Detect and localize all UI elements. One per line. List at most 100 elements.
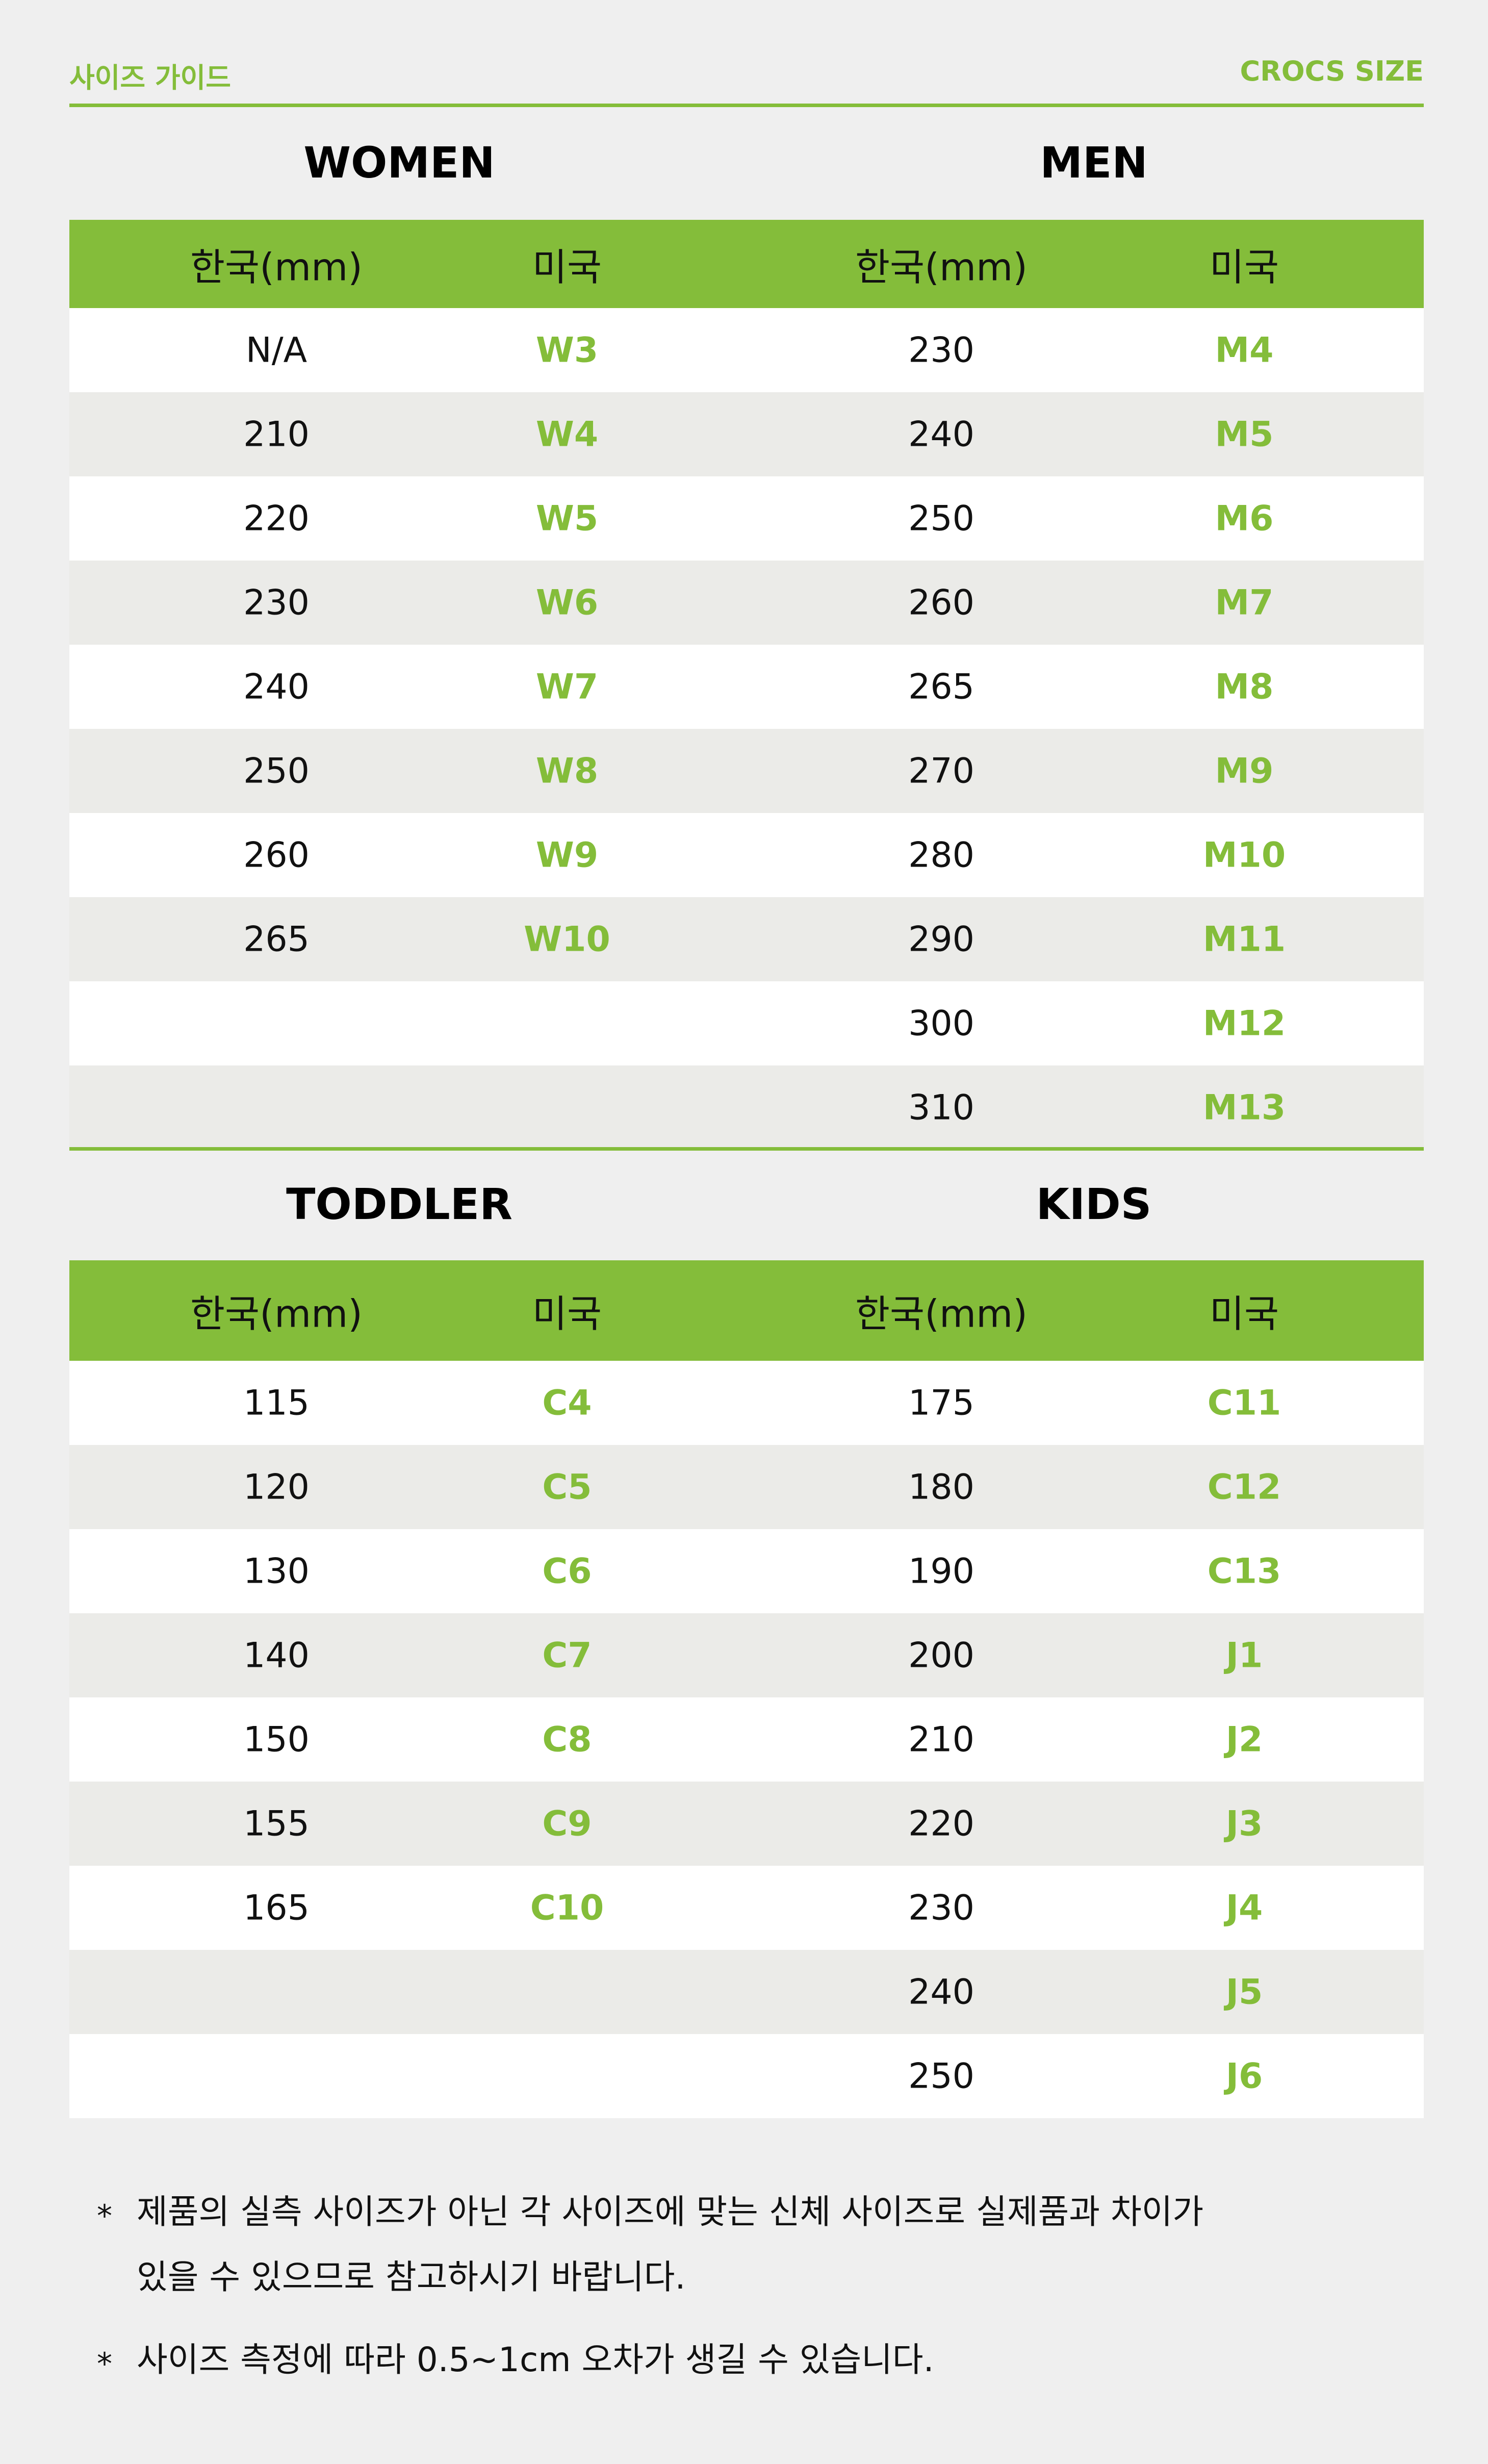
kids-us-size: J3 bbox=[1225, 1803, 1263, 1844]
col-korea-toddler: 한국(mm) bbox=[190, 1292, 363, 1336]
men-title: MEN bbox=[1040, 138, 1148, 188]
toddler-korea-size: 115 bbox=[243, 1383, 310, 1423]
kids-korea-size: 250 bbox=[908, 2056, 974, 2096]
toddler-us-size: C6 bbox=[542, 1551, 592, 1591]
adult-size-table: 한국(mm) 미국 한국(mm) 미국 N/A W3 230 M4 210 W4 240 M5… bbox=[69, 220, 1424, 1150]
toddler-us-size: C8 bbox=[542, 1719, 592, 1760]
table-row: 240 W7 265 M8 bbox=[69, 645, 1424, 729]
women-korea-size: N/A bbox=[245, 330, 307, 370]
table-row: 220 W5 250 M6 bbox=[69, 476, 1424, 561]
kids-us-size: J4 bbox=[1225, 1888, 1263, 1928]
table-row: 115 C4 175 C11 bbox=[69, 1361, 1424, 1445]
crocs-size-label: CROCS SIZE bbox=[1240, 55, 1424, 87]
toddler-korea-size: 120 bbox=[243, 1467, 310, 1507]
men-us-size: M11 bbox=[1202, 919, 1286, 959]
kids-korea-size: 175 bbox=[908, 1383, 974, 1423]
women-korea-size: 210 bbox=[243, 414, 310, 454]
women-korea-size: 260 bbox=[243, 835, 310, 875]
kids-us-size: C11 bbox=[1207, 1383, 1281, 1423]
note-2: 사이즈 측정에 따라 0.5~1cm 오차가 생길 수 있습니다. bbox=[137, 2340, 934, 2379]
women-us-size: W3 bbox=[535, 330, 599, 370]
men-korea-size: 260 bbox=[908, 582, 974, 623]
toddler-korea-size: 155 bbox=[243, 1803, 310, 1844]
men-korea-size: 290 bbox=[908, 919, 974, 959]
women-us-size: W10 bbox=[524, 919, 610, 959]
men-us-size: M13 bbox=[1202, 1087, 1286, 1128]
men-us-size: M10 bbox=[1202, 835, 1286, 875]
men-korea-size: 230 bbox=[908, 330, 974, 370]
table-row: 260 W9 280 M10 bbox=[69, 813, 1424, 897]
women-us-size: W4 bbox=[535, 414, 599, 454]
table-row: 250 W8 270 M9 bbox=[69, 729, 1424, 813]
women-title: WOMEN bbox=[303, 138, 495, 188]
kids-us-size: J1 bbox=[1225, 1635, 1263, 1675]
table-row: 130 C6 190 C13 bbox=[69, 1529, 1424, 1613]
toddler-us-size: C5 bbox=[542, 1467, 592, 1507]
note-1-line-2: 있을 수 있으므로 참고하시기 바랍니다. bbox=[137, 2257, 686, 2297]
men-us-size: M4 bbox=[1215, 330, 1274, 370]
table-row: 240 J5 bbox=[69, 1950, 1424, 2034]
table-row: 265 W10 290 M11 bbox=[69, 897, 1424, 981]
table-row: 300 M12 bbox=[69, 981, 1424, 1065]
toddler-us-size: C7 bbox=[542, 1635, 592, 1675]
toddler-korea-size: 130 bbox=[243, 1551, 310, 1591]
kids-title: KIDS bbox=[1036, 1179, 1152, 1229]
kids-us-size: C13 bbox=[1207, 1551, 1281, 1591]
men-us-size: M7 bbox=[1215, 582, 1274, 623]
men-korea-size: 265 bbox=[908, 667, 974, 707]
kids-korea-size: 190 bbox=[908, 1551, 974, 1591]
size-guide-label: 사이즈 가이드 bbox=[69, 62, 231, 94]
kids-korea-size: 220 bbox=[908, 1803, 974, 1844]
col-korea-kids: 한국(mm) bbox=[855, 1292, 1028, 1336]
col-us-men: 미국 bbox=[1209, 245, 1279, 289]
note-bullet: * bbox=[97, 2198, 112, 2234]
kids-korea-size: 200 bbox=[908, 1635, 974, 1675]
toddler-us-size: C9 bbox=[542, 1803, 592, 1844]
table-row: 165 C10 230 J4 bbox=[69, 1866, 1424, 1950]
table-row: 155 C9 220 J3 bbox=[69, 1782, 1424, 1866]
kids-korea-size: 210 bbox=[908, 1719, 974, 1760]
kids-korea-size: 180 bbox=[908, 1467, 974, 1507]
kids-us-size: C12 bbox=[1207, 1467, 1281, 1507]
women-us-size: W6 bbox=[535, 582, 599, 623]
men-korea-size: 270 bbox=[908, 751, 974, 791]
table-row: 140 C7 200 J1 bbox=[69, 1613, 1424, 1697]
kids-us-size: J2 bbox=[1225, 1719, 1263, 1760]
men-korea-size: 240 bbox=[908, 414, 974, 454]
toddler-korea-size: 150 bbox=[243, 1719, 310, 1760]
child-size-table: 한국(mm) 미국 한국(mm) 미국 115 C4 175 C11 120 C5 180 C… bbox=[69, 1260, 1424, 2118]
col-us-kids: 미국 bbox=[1209, 1292, 1279, 1336]
toddler-korea-size: 140 bbox=[243, 1635, 310, 1675]
toddler-us-size: C4 bbox=[542, 1383, 592, 1423]
women-korea-size: 250 bbox=[243, 751, 310, 791]
kids-korea-size: 230 bbox=[908, 1888, 974, 1928]
women-us-size: W8 bbox=[535, 751, 599, 791]
men-us-size: M6 bbox=[1215, 498, 1274, 539]
table-row: 250 J6 bbox=[69, 2034, 1424, 2118]
note-bullet: * bbox=[97, 2346, 112, 2382]
women-us-size: W5 bbox=[535, 498, 599, 539]
women-us-size: W7 bbox=[535, 667, 599, 707]
kids-korea-size: 240 bbox=[908, 1972, 974, 2012]
men-korea-size: 310 bbox=[908, 1087, 974, 1128]
women-korea-size: 230 bbox=[243, 582, 310, 623]
toddler-us-size: C10 bbox=[530, 1888, 604, 1928]
women-us-size: W9 bbox=[535, 835, 599, 875]
table-row: 310 M13 bbox=[69, 1065, 1424, 1150]
men-korea-size: 250 bbox=[908, 498, 974, 539]
women-korea-size: 220 bbox=[243, 498, 310, 539]
toddler-korea-size: 165 bbox=[243, 1888, 310, 1928]
men-us-size: M12 bbox=[1202, 1003, 1286, 1044]
kids-us-size: J6 bbox=[1225, 2056, 1263, 2096]
men-us-size: M8 bbox=[1215, 667, 1274, 707]
header-divider bbox=[69, 104, 1424, 107]
kids-us-size: J5 bbox=[1225, 1972, 1263, 2012]
note-1-line-1: 제품의 실측 사이즈가 아닌 각 사이즈에 맞는 신체 사이즈로 실제품과 차이… bbox=[137, 2192, 1204, 2231]
section-divider bbox=[69, 1147, 1424, 1151]
women-korea-size: 240 bbox=[243, 667, 310, 707]
col-us-women: 미국 bbox=[532, 245, 602, 289]
table-header: 한국(mm) 미국 한국(mm) 미국 bbox=[69, 1260, 1424, 1361]
col-us-toddler: 미국 bbox=[532, 1292, 602, 1336]
table-row: 150 C8 210 J2 bbox=[69, 1697, 1424, 1782]
men-us-size: M5 bbox=[1215, 414, 1274, 454]
